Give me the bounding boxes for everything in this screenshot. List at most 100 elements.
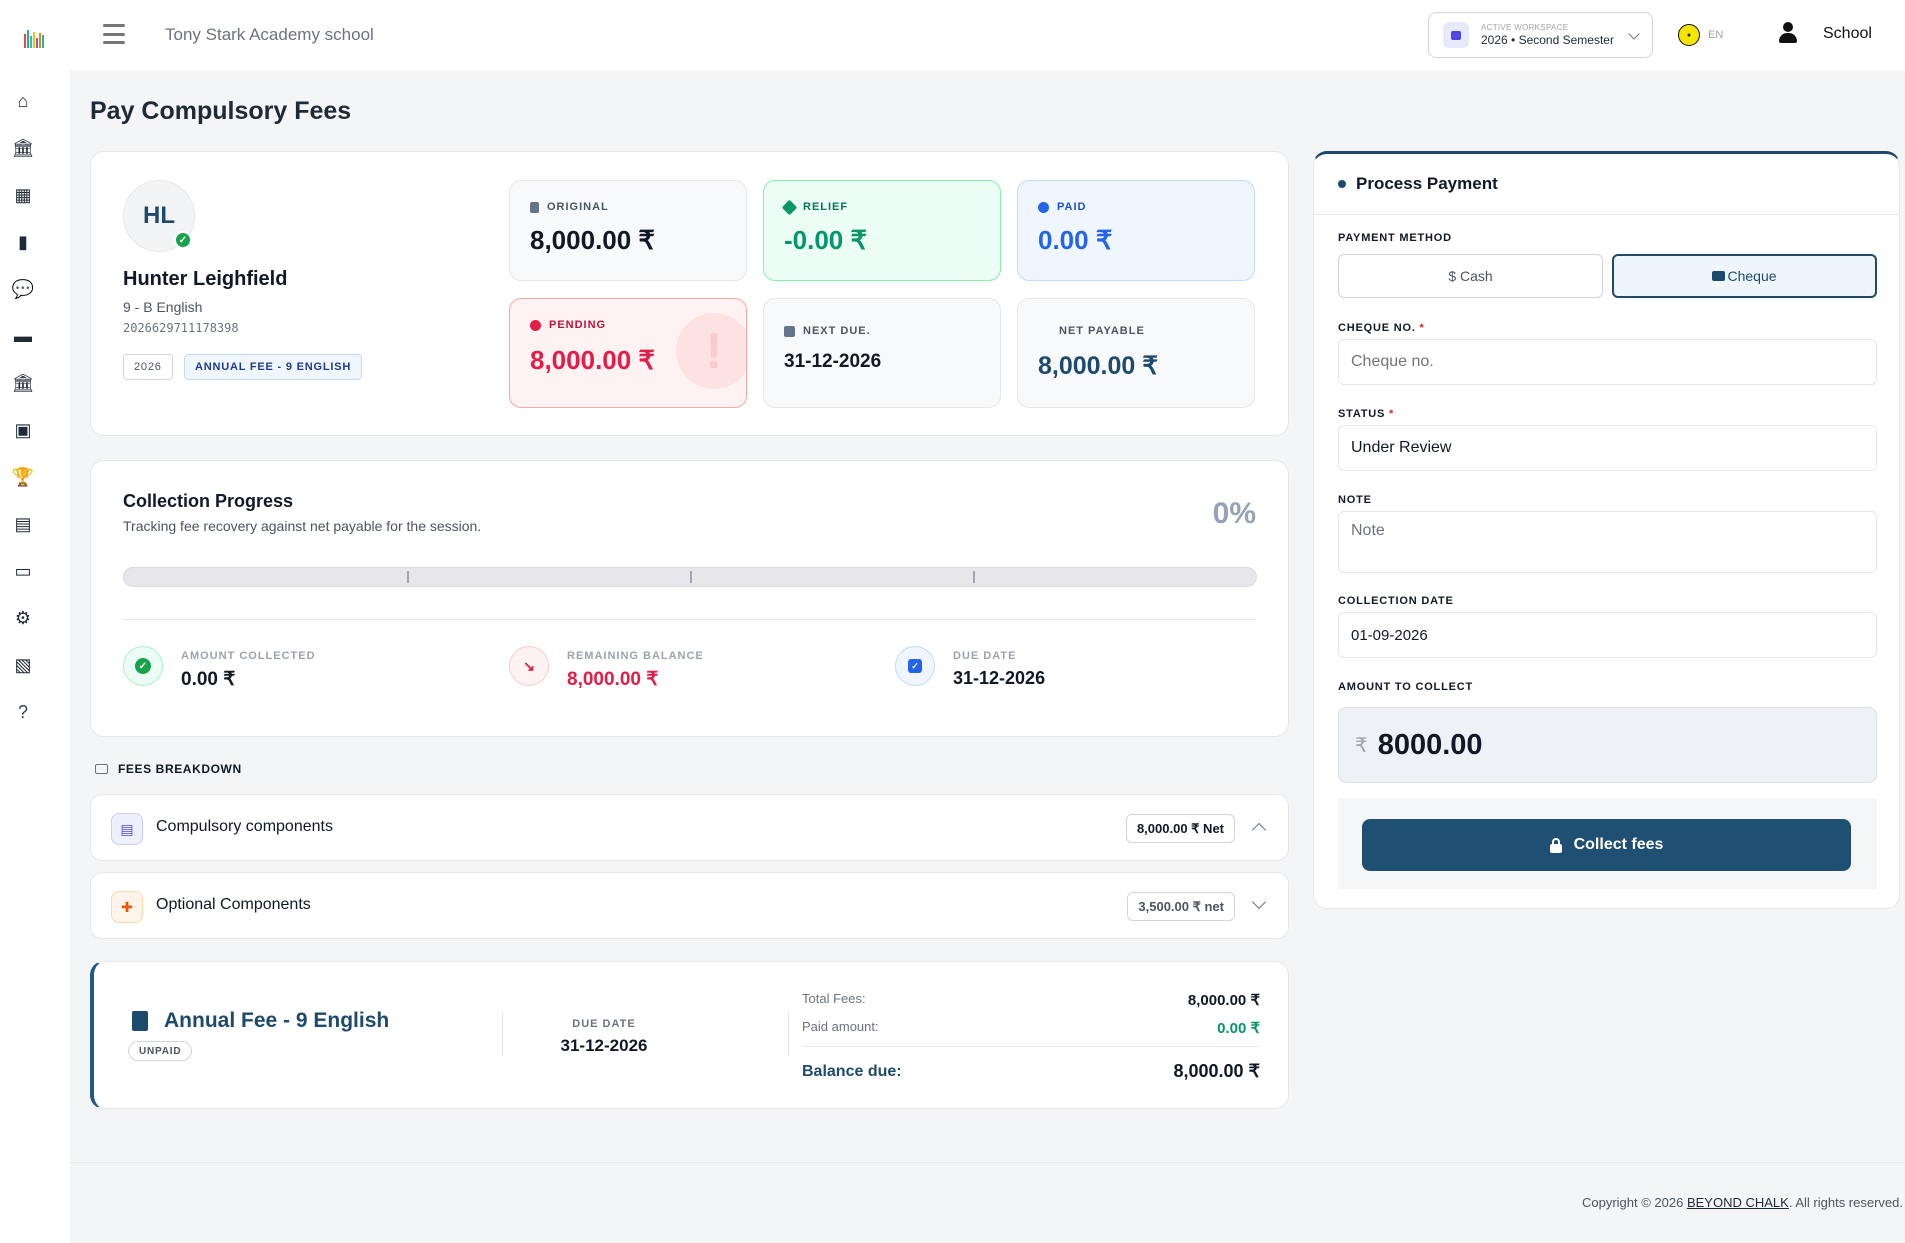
check-circle-icon <box>1038 201 1049 213</box>
metric-value: 0.00 ₹ <box>181 669 236 690</box>
note-textarea[interactable]: Note <box>1338 511 1877 573</box>
app-logo[interactable] <box>24 26 46 48</box>
chevron-down-icon[interactable] <box>1251 894 1267 910</box>
paid-amount-label: Paid amount: <box>802 1018 879 1034</box>
briefcase-icon[interactable]: ▬ <box>14 325 32 346</box>
status-badge: UNPAID <box>128 1041 193 1061</box>
metric-label: DUE DATE <box>953 650 1017 662</box>
status-select[interactable]: Under Review <box>1338 425 1877 471</box>
lock-icon <box>1549 838 1562 853</box>
progress-subtitle: Tracking fee recovery against net payabl… <box>123 518 482 534</box>
stat-original: ORIGINAL 8,000.00 ₹ <box>509 180 747 281</box>
stat-label: NET PAYABLE <box>1059 325 1145 337</box>
payment-title: Process Payment <box>1338 174 1498 194</box>
table-icon <box>95 764 108 774</box>
balance-due-value: 8,000.00 ₹ <box>1173 1061 1260 1081</box>
top-bar: Tony Stark Academy school ACTIVE WORKSPA… <box>0 0 1905 70</box>
stat-label: RELIEF <box>803 201 849 213</box>
cheque-no-input[interactable] <box>1338 339 1877 385</box>
student-name: Hunter Leighfield <box>123 268 288 290</box>
student-profile-card: HL ✓ Hunter Leighfield 9 - B English 202… <box>90 151 1289 436</box>
divider <box>123 619 1257 620</box>
progress-tick <box>690 571 692 583</box>
fee-tag: ANNUAL FEE - 9 ENGLISH <box>184 354 363 380</box>
workspace-selector[interactable]: ACTIVE WORKSPACE 2026 • Second Semester <box>1428 12 1653 58</box>
stat-label: PENDING <box>549 319 607 331</box>
chat-icon[interactable]: 💬 <box>11 278 35 299</box>
progress-title: Collection Progress <box>123 491 294 511</box>
calendar-icon <box>1443 22 1469 48</box>
due-date-value: 31-12-2026 <box>560 1036 648 1055</box>
home-icon[interactable]: ⌂ <box>17 90 29 111</box>
footer: Copyright © 2026 BEYOND CHALK. All right… <box>1582 1195 1903 1210</box>
balance-due-row: Balance due: 8,000.00 ₹ <box>802 1061 1260 1082</box>
book-icon: ▤ <box>111 813 143 845</box>
bank-icon[interactable]: 🏛 <box>11 137 35 158</box>
stat-value: 0.00 ₹ <box>1038 225 1113 255</box>
accordion-compulsory[interactable]: ▤ Compulsory components 8,000.00 ₹ Net <box>90 794 1289 861</box>
collection-date-label: COLLECTION DATE <box>1338 595 1454 607</box>
cash-button[interactable]: $ Cash <box>1338 254 1603 298</box>
brand-link[interactable]: BEYOND CHALK <box>1686 1195 1789 1210</box>
user-name[interactable]: School <box>1823 25 1872 42</box>
accordion-label: Optional Components <box>156 896 311 913</box>
institution-icon[interactable]: 🏛 <box>11 372 35 393</box>
progress-tick <box>407 571 409 583</box>
credit-card-icon[interactable]: ▭ <box>14 560 32 581</box>
cheque-button[interactable]: Cheque <box>1612 254 1877 298</box>
footer-divider <box>70 1162 1905 1163</box>
stat-pending: ! PENDING 8,000.00 ₹ <box>509 298 747 408</box>
student-class: 9 - B English <box>123 299 203 315</box>
avatar: HL ✓ <box>123 180 195 252</box>
collect-fees-button[interactable]: Collect fees <box>1362 819 1851 871</box>
flag-icon: ● <box>1678 24 1700 46</box>
stat-value: 8,000.00 ₹ <box>530 345 655 375</box>
help-icon[interactable]: ? <box>17 701 28 722</box>
metric-value: 31-12-2026 <box>953 668 1046 688</box>
clipboard-icon[interactable]: ▮ <box>18 231 28 252</box>
clock-icon <box>530 319 541 331</box>
progress-bar <box>123 567 1257 587</box>
metric-due-date: ✓ DUE DATE 31-12-2026 <box>895 646 1045 689</box>
stat-label: PAID <box>1057 201 1087 213</box>
note-label: NOTE <box>1338 494 1372 506</box>
stat-value: 8,000.00 ₹ <box>1038 352 1159 380</box>
progress-tick <box>973 571 975 583</box>
document-icon[interactable]: ▤ <box>14 513 32 534</box>
accordion-optional[interactable]: ✚ Optional Components 3,500.00 ₹ net <box>90 872 1289 939</box>
trophy-icon[interactable]: 🏆 <box>11 466 35 487</box>
total-fees-row: Total Fees: 8,000.00 ₹ <box>802 987 1260 1010</box>
metric-value: 8,000.00 ₹ <box>567 669 659 690</box>
bus-icon[interactable]: ▣ <box>14 419 32 440</box>
progress-percent: 0% <box>1212 497 1256 530</box>
year-tag: 2026 <box>123 354 173 380</box>
total-fees-value: 8,000.00 ₹ <box>1187 992 1260 1009</box>
puzzle-icon: ✚ <box>111 891 143 923</box>
user-icon[interactable] <box>1778 22 1798 46</box>
card-icon <box>1712 271 1726 281</box>
stat-next-due: NEXT DUE. 31-12-2026 <box>763 298 1001 408</box>
sidebar: ⌂ 🏛 ▦ ▮ 💬 ▬ 🏛 ▣ 🏆 ▤ ▭ ⚙ ▧ ? <box>0 70 70 1243</box>
menu-toggle-icon[interactable] <box>103 24 125 44</box>
document-icon <box>530 201 539 213</box>
balance-due-label: Balance due: <box>802 1062 902 1080</box>
money-icon[interactable]: ▧ <box>14 654 32 675</box>
metric-collected: ✓ AMOUNT COLLECTED 0.00 ₹ <box>123 646 316 691</box>
gear-icon[interactable]: ⚙ <box>14 607 32 628</box>
collection-progress-card: Collection Progress Tracking fee recover… <box>90 460 1289 737</box>
stat-value: 8,000.00 ₹ <box>530 225 655 255</box>
collection-date-input[interactable]: 01-09-2026 <box>1338 612 1877 658</box>
language-selector[interactable]: ● EN <box>1678 24 1723 46</box>
language-code: EN <box>1708 29 1724 41</box>
school-name: Tony Stark Academy school <box>165 25 374 44</box>
collect-label: Collect fees <box>1573 836 1664 853</box>
currency-symbol: ₹ <box>1355 734 1368 757</box>
required-mark: * <box>1389 408 1395 420</box>
due-date-label: DUE DATE <box>572 1018 636 1030</box>
calendar-icon[interactable]: ▦ <box>14 184 32 205</box>
chevron-up-icon[interactable] <box>1251 822 1267 838</box>
amount-input[interactable]: ₹ 8000.00 <box>1338 707 1877 783</box>
total-fees-label: Total Fees: <box>802 990 866 1006</box>
workspace-label: ACTIVE WORKSPACE <box>1481 23 1569 32</box>
required-mark: * <box>1419 322 1425 334</box>
